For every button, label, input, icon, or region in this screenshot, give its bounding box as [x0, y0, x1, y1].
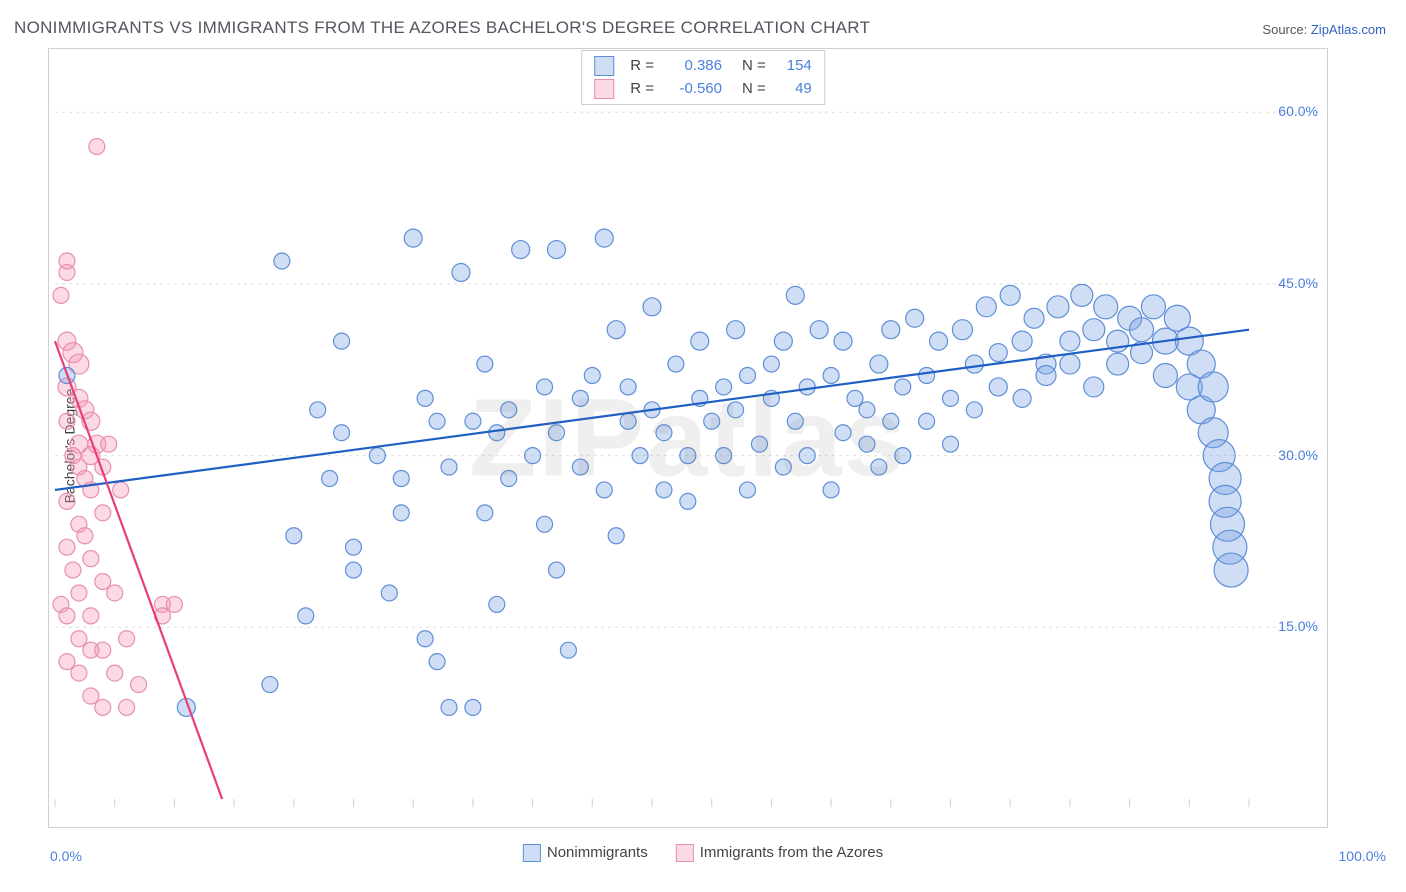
x-axis-min-label: 0.0% [50, 848, 82, 864]
legend-swatch [594, 56, 614, 76]
series-legend-item: Immigrants from the Azores [676, 844, 883, 862]
chart-title: NONIMMIGRANTS VS IMMIGRANTS FROM THE AZO… [14, 18, 870, 38]
legend-n-label: N = [742, 78, 766, 101]
legend-r-label: R = [630, 55, 654, 78]
series-legend-label: Immigrants from the Azores [700, 844, 883, 861]
y-tick-label: 45.0% [1278, 275, 1318, 291]
source-label: Source: [1262, 22, 1307, 37]
legend-n-label: N = [742, 55, 766, 78]
source-link[interactable]: ZipAtlas.com [1311, 22, 1386, 37]
y-tick-label: 30.0% [1278, 447, 1318, 463]
legend-swatch [523, 844, 541, 862]
y-tick-label: 60.0% [1278, 103, 1318, 119]
legend-row: R = -0.560 N = 49 [594, 78, 812, 101]
legend-r-label: R = [630, 78, 654, 101]
chart-svg [49, 49, 1329, 829]
legend-r-value: 0.386 [664, 55, 722, 78]
source-credit: Source: ZipAtlas.com [1262, 22, 1386, 37]
correlation-legend: R = 0.386 N = 154 R = -0.560 N = 49 [581, 50, 825, 105]
legend-n-value: 154 [776, 55, 812, 78]
series-legend-item: Nonimmigrants [523, 844, 648, 862]
series-legend-label: Nonimmigrants [547, 844, 648, 861]
legend-r-value: -0.560 [664, 78, 722, 101]
plot-area: ZIPatlas [48, 48, 1328, 828]
legend-n-value: 49 [776, 78, 812, 101]
legend-row: R = 0.386 N = 154 [594, 55, 812, 78]
legend-swatch [676, 844, 694, 862]
y-tick-label: 15.0% [1278, 618, 1318, 634]
legend-swatch [594, 79, 614, 99]
series-legend: Nonimmigrants Immigrants from the Azores [523, 844, 883, 862]
x-axis-max-label: 100.0% [1339, 848, 1386, 864]
